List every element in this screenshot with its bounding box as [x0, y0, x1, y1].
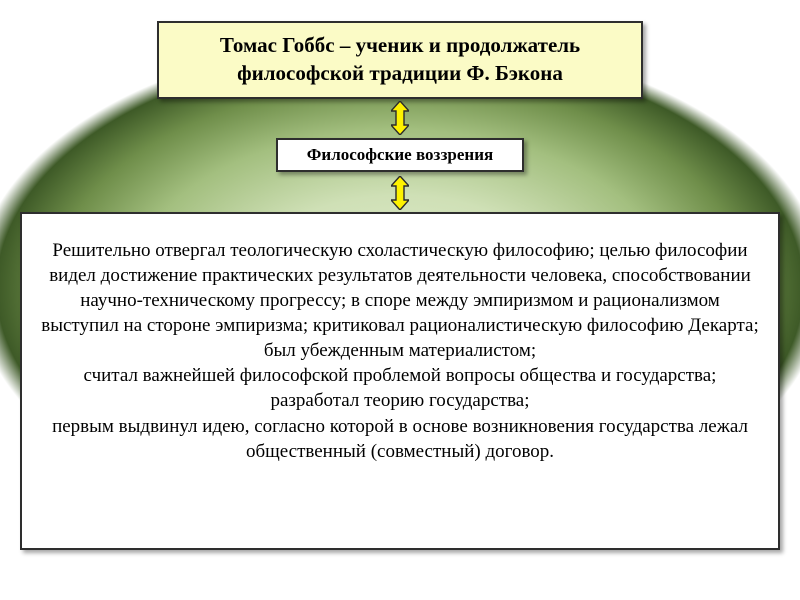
subtitle-box: Философские воззрения	[276, 138, 524, 172]
content-text: Решительно отвергал теологическую схолас…	[40, 238, 760, 464]
content-box: Решительно отвергал теологическую схолас…	[20, 212, 780, 550]
double-arrow-icon	[391, 176, 409, 210]
slide-stage: Томас Гоббс – ученик и продолжатель фило…	[0, 0, 800, 600]
title-text: Томас Гоббс – ученик и продолжатель фило…	[220, 33, 580, 85]
title-box: Томас Гоббс – ученик и продолжатель фило…	[157, 21, 643, 99]
double-arrow-icon	[391, 101, 409, 135]
subtitle-text: Философские воззрения	[307, 145, 493, 164]
